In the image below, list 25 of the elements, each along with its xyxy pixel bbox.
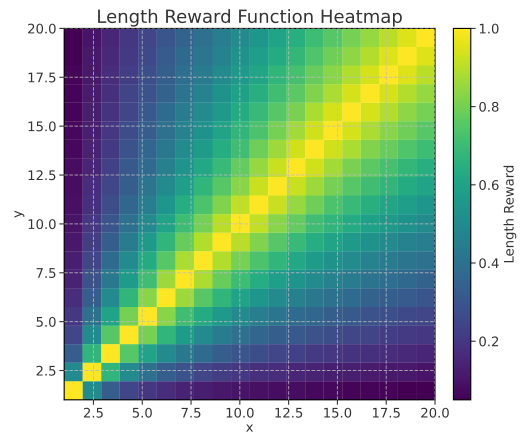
x-axis-title: x — [246, 424, 254, 432]
x-tick-label: 2.5 — [84, 408, 103, 418]
x-tick-label: 15.0 — [324, 408, 352, 418]
y-tick-label: 15.0 — [28, 121, 56, 132]
x-tick-label: 7.5 — [182, 408, 200, 418]
color-bar-label: 0.2 — [479, 336, 498, 346]
y-axis-title: y — [14, 210, 24, 218]
color-bar-title: Length Reward — [504, 166, 516, 262]
y-tick-label: 7.5 — [36, 268, 56, 278]
y-tick-label: 2.5 — [36, 366, 56, 376]
x-tick-label: 20.0 — [421, 408, 449, 418]
color-bar-label: 0.4 — [479, 258, 499, 268]
y-tick-label: 20.0 — [28, 24, 56, 34]
y-tick-label: 5.0 — [36, 316, 56, 327]
x-tick-label: 12.5 — [275, 408, 302, 418]
y-tick-label: 12.5 — [28, 170, 56, 180]
y-tick-label: 10.0 — [28, 219, 56, 230]
chart-title: Length Reward Function Heatmap — [98, 9, 402, 27]
color-bar-label: 0.8 — [479, 102, 498, 112]
x-tick-label: 10.0 — [226, 408, 254, 418]
color-bar-label: 0.6 — [479, 180, 499, 190]
x-tick-label: 5.0 — [132, 408, 152, 418]
y-tick-label: 17.5 — [28, 72, 56, 82]
color-bar-label: 1.0 — [480, 24, 499, 34]
x-tick-label: 17.5 — [372, 408, 400, 418]
